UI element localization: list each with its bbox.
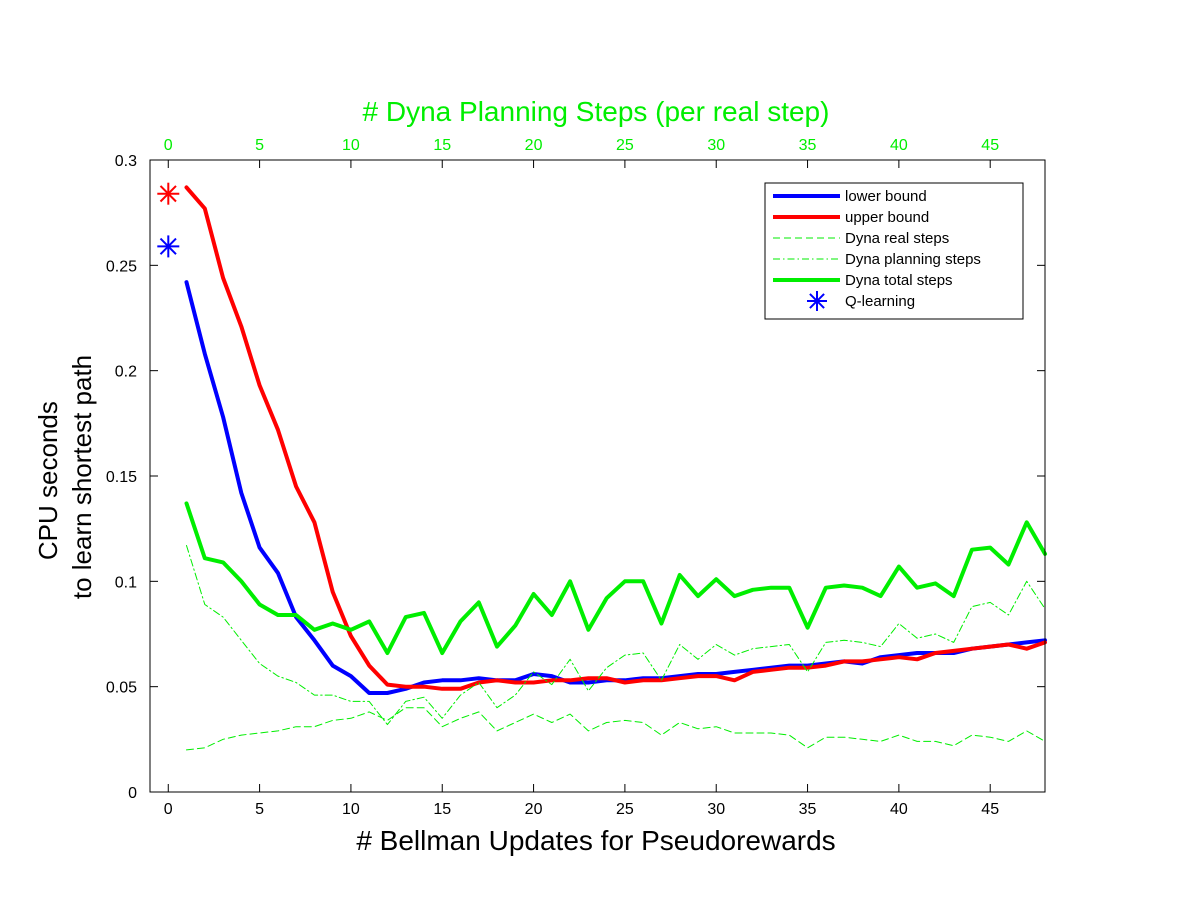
x-tick-label: 5 <box>255 801 264 818</box>
y-tick-label: 0 <box>128 785 137 802</box>
x-tick-label: 15 <box>433 801 451 818</box>
legend: lower bound upper bound Dyna real steps Dyn… <box>764 182 1024 320</box>
marker-star-1 <box>157 182 180 205</box>
y-tick-label: 0.2 <box>115 364 137 381</box>
top-tick-label: 0 <box>164 137 173 154</box>
series-line-dyna-real-steps <box>186 707 1046 751</box>
marker-layer <box>157 182 180 258</box>
y-tick-label: 0.25 <box>106 258 137 275</box>
legend-label-upper-bound: upper bound <box>845 209 929 226</box>
top-axis-label: # Dyna Planning Steps (per real step) <box>363 96 830 127</box>
y-axis-label: CPU seconds to learn shortest path <box>33 355 97 599</box>
top-tick-label: 40 <box>890 137 908 154</box>
x-tick-label: 20 <box>525 801 543 818</box>
x-axis-label: # Bellman Updates for Pseudorewards <box>356 825 835 856</box>
legend-label-dyna-total-steps: Dyna total steps <box>845 272 953 289</box>
y-axis-label-line-1: CPU seconds <box>33 401 63 560</box>
top-tick-label: 45 <box>981 137 999 154</box>
legend-box <box>764 182 1024 320</box>
top-tick-label: 5 <box>255 137 264 154</box>
legend-label-dyna-real-steps: Dyna real steps <box>845 230 949 247</box>
top-tick-label: 30 <box>707 137 725 154</box>
series-line-upper-bound <box>184 185 1047 691</box>
y-tick-label: 0.15 <box>106 469 137 486</box>
x-tick-label: 45 <box>981 801 999 818</box>
axes-layer: 0 5 10 15 20 25 30 35 40 45 0 5 10 15 20 25 30 35 40 45 0 0.0… <box>106 137 1046 818</box>
x-tick-label: 25 <box>616 801 634 818</box>
y-tick-label: 0.3 <box>115 153 137 170</box>
top-tick-label: 15 <box>433 137 451 154</box>
series-layer <box>184 185 1047 751</box>
y-tick-label: 0.1 <box>115 574 137 591</box>
x-tick-label: 30 <box>707 801 725 818</box>
legend-label-dyna-planning-steps: Dyna planning steps <box>845 251 981 268</box>
series-line-dyna-total-steps <box>184 501 1047 655</box>
top-tick-label: 20 <box>525 137 543 154</box>
x-tick-label: 0 <box>164 801 173 818</box>
x-tick-label: 35 <box>799 801 817 818</box>
marker-star-0 <box>157 235 180 258</box>
top-tick-label: 25 <box>616 137 634 154</box>
x-tick-label: 10 <box>342 801 360 818</box>
legend-label-lower-bound: lower bound <box>845 188 927 205</box>
legend-swatch-q-learning <box>807 291 827 311</box>
top-tick-label: 10 <box>342 137 360 154</box>
series-line-dyna-planning-steps <box>186 545 1046 726</box>
y-tick-label: 0.05 <box>106 680 137 697</box>
x-tick-label: 40 <box>890 801 908 818</box>
top-tick-label: 35 <box>799 137 817 154</box>
y-axis-label-line-2: to learn shortest path <box>67 355 97 599</box>
legend-label-q-learning: Q-learning <box>845 293 915 310</box>
